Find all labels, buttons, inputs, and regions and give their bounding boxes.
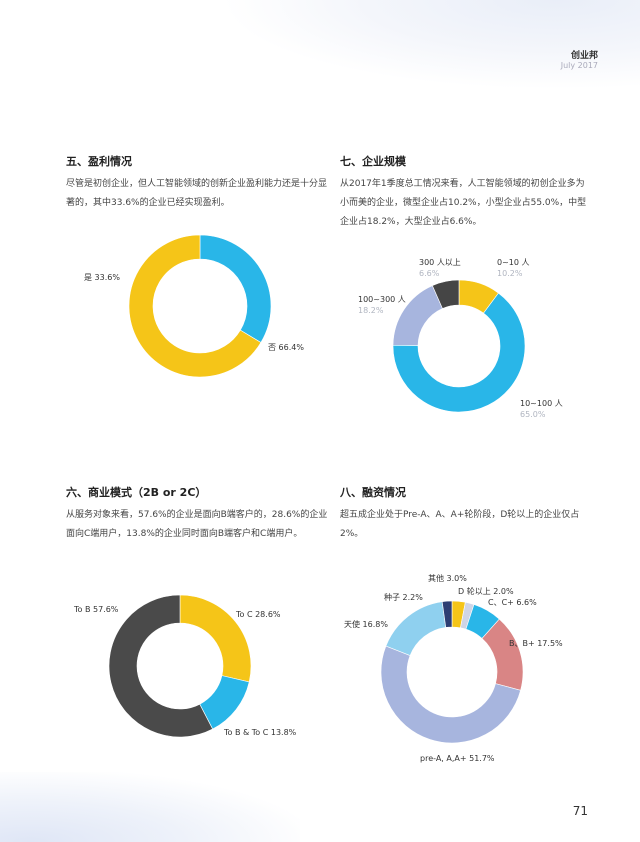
donut-slice	[392, 292, 526, 413]
donut-slice	[380, 645, 521, 744]
slice-label: 10~100 人	[520, 399, 563, 408]
brand-block: 创业邦 July 2017	[561, 48, 598, 70]
section-text: 尽管是初创企业，但人工智能领域的创新企业盈利能力还是十分显著的，其中33.6%的…	[66, 179, 328, 208]
profit-donut: 是 33.6% 否 66.4%	[84, 234, 304, 378]
business-model-donut: To B 57.6% To C 28.6% To B & To C 13.8%	[73, 594, 297, 738]
slice-value-label: 6.6%	[419, 269, 440, 278]
header-decoration	[220, 0, 640, 90]
section-title: 八、融资情况	[340, 486, 406, 499]
section-text: 从服务对象来看，57.6%的企业是面向B端客户的，28.6%的企业面向C端用户，…	[66, 510, 328, 539]
slice-label: 天使 16.8%	[344, 619, 388, 629]
section-title: 六、商业模式（2B or 2C）	[66, 486, 207, 499]
footer-decoration	[0, 772, 300, 842]
slice-label: 其他 3.0%	[428, 573, 467, 583]
slice-label: B、B+ 17.5%	[509, 639, 563, 648]
page-number: 71	[572, 804, 588, 818]
slice-label: 否 66.4%	[268, 343, 304, 352]
section-text: 超五成企业处于Pre-A、A、A+轮阶段，D轮以上的企业仅占2%。	[340, 510, 580, 539]
slice-label: To C 28.6%	[235, 610, 281, 619]
slice-label: pre-A, A,A+ 51.7%	[420, 754, 495, 763]
brand-subtitle: July 2017	[560, 61, 598, 70]
brand-name: 创业邦	[570, 51, 598, 61]
slice-label: 0~10 人	[497, 258, 530, 267]
donut-slice	[128, 234, 262, 378]
section-title: 七、企业规模	[340, 155, 406, 168]
section-profit: 五、盈利情况 尽管是初创企业，但人工智能领域的创新企业盈利能力还是十分显著的，其…	[66, 153, 328, 213]
slice-label: To B 57.6%	[73, 605, 119, 614]
slice-label: 种子 2.2%	[384, 592, 423, 602]
donut-slice	[179, 594, 252, 683]
donut-slice	[441, 600, 453, 628]
slice-label: D 轮以上 2.0%	[458, 586, 514, 596]
slice-label: 100~300 人	[358, 295, 406, 304]
section-title: 五、盈利情况	[66, 155, 132, 168]
finance-donut: 其他 3.0% D 轮以上 2.0% C、C+ 6.6% B、B+ 17.5% pre-…	[344, 573, 563, 763]
section-finance: 八、融资情况 超五成企业处于Pre-A、A、A+轮阶段，D轮以上的企业仅占2%。	[340, 484, 590, 544]
section-text: 从2017年1季度总工情况来看，人工智能领域的初创企业多为小而美的企业，微型企业…	[340, 179, 587, 227]
scale-donut: 0~10 人 10.2% 10~100 人 65.0% 100~300 人 18.2% 30…	[358, 258, 563, 419]
slice-value-label: 65.0%	[520, 410, 546, 419]
donut-slice	[385, 601, 447, 656]
slice-value-label: 18.2%	[358, 306, 384, 315]
slice-label: 是 33.6%	[84, 273, 120, 282]
slice-label: To B & To C 13.8%	[223, 728, 297, 737]
slice-label: 300 人以上	[419, 258, 461, 267]
slice-value-label: 10.2%	[497, 269, 523, 278]
section-scale: 七、企业规模 从2017年1季度总工情况来看，人工智能领域的初创企业多为小而美的…	[340, 153, 590, 232]
donut-slice	[108, 594, 214, 738]
slice-label: C、C+ 6.6%	[488, 598, 537, 607]
section-business-model: 六、商业模式（2B or 2C） 从服务对象来看，57.6%的企业是面向B端客户…	[66, 484, 328, 544]
donut-slice	[199, 234, 272, 343]
donut-slice	[432, 279, 460, 309]
